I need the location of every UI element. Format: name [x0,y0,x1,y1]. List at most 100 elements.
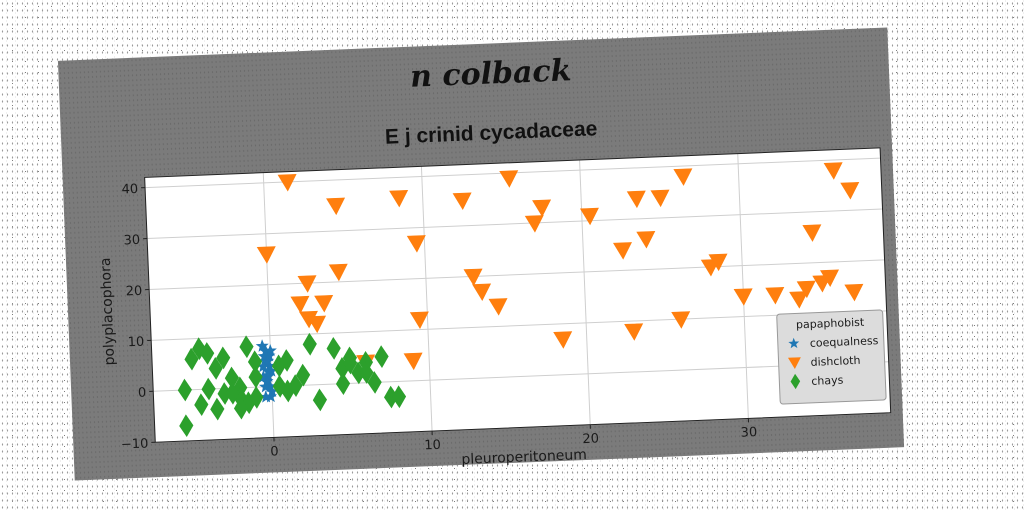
figure: n colback E j crinid cycadaceae 0 10 20 30 −… [57,27,905,481]
data-point-dishcloth [532,199,552,217]
x-axis-label: pleuroperitoneum [461,447,587,468]
data-point-chays [374,345,389,368]
chart-title: E j crinid cycadaceae [385,117,598,149]
data-point-chays [288,374,303,397]
legend: papaphobist coequalness dishcloth chays [776,309,887,405]
x-gridline [420,166,433,432]
data-point-chays [279,349,294,372]
data-point-dishcloth [409,311,429,330]
y-tick-label: 40 [121,182,138,198]
data-point-dishcloth [636,231,656,249]
x-gridline [737,153,749,419]
data-point-dishcloth [307,315,327,334]
data-point-chays [208,357,223,380]
data-point-dishcloth [844,283,864,302]
data-point-dishcloth [802,224,822,242]
legend-title: papaphobist [796,316,865,332]
data-point-chays [248,365,263,389]
legend-marker-dishcloth [787,357,801,370]
data-point-chays [177,378,192,402]
x-tick-label: 30 [740,425,757,441]
scatter-chart: n colback E j crinid cycadaceae 0 10 20 30 −… [98,53,892,468]
legend-label-dishcloth: dishcloth [810,354,860,369]
data-point-dishcloth [403,352,423,371]
data-point-dishcloth [389,189,409,208]
data-point-dishcloth [524,215,544,233]
data-point-chays [367,371,382,394]
data-point-dishcloth [488,298,508,316]
data-point-chays [249,386,264,409]
data-point-coequalness [264,389,278,403]
y-tick-label: 20 [125,284,142,300]
data-point-chays [359,361,374,384]
data-point-dishcloth [314,294,334,313]
y-axis-label: polyplacophora [98,257,118,365]
legend-label-chays: chays [811,374,844,388]
plot-area [144,147,891,443]
y-tick-label: 10 [127,335,144,351]
data-point-dishcloth [626,190,646,209]
data-point-chays [295,363,311,387]
data-point-dishcloth [671,311,691,329]
data-point-dishcloth [297,275,317,293]
data-point-dishcloth [765,287,785,305]
data-point-dishcloth [823,162,843,180]
x-tick-label: 0 [270,444,279,459]
data-point-chays [302,332,317,356]
data-point-dishcloth [789,291,809,309]
data-point-chays [179,414,194,438]
data-point-dishcloth [406,235,426,253]
data-point-chays [194,393,209,417]
data-point-dishcloth [579,207,599,226]
data-point-chays [391,385,407,409]
x-tick-label: 10 [424,438,441,454]
data-point-dishcloth [290,295,310,314]
data-point-dishcloth [463,268,483,287]
y-tick-label: 30 [123,233,140,249]
data-point-dishcloth [326,197,346,216]
y-tick-label: −10 [121,437,149,453]
data-point-dishcloth [328,263,348,282]
data-point-dishcloth [553,331,573,349]
data-point-dishcloth [650,189,670,208]
x-tick-label: 20 [582,431,599,447]
data-point-dishcloth [624,323,644,341]
legend-marker-coequalness [788,337,800,349]
y-gridline [147,208,883,240]
data-point-dishcloth [796,280,816,299]
data-point-dishcloth [673,168,693,186]
chart-suptitle: n colback [409,53,572,94]
data-point-chays [210,397,225,421]
data-point-chays [343,351,358,375]
legend-label-coequalness: coequalness [810,334,879,350]
data-point-dishcloth [840,182,860,200]
data-point-dishcloth [256,246,276,264]
legend-box [776,309,887,405]
legend-entries: coequalness dishcloth chays [787,334,879,390]
y-tick-label: 0 [138,386,147,401]
plot-frame [144,147,892,443]
y-gridline [151,310,887,341]
data-point-coequalness [260,374,274,388]
x-gridline [579,159,591,425]
data-point-dishcloth [277,174,297,192]
data-point-dishcloth [612,242,632,260]
data-point-chays [312,388,328,412]
data-point-coequalness [263,344,277,357]
data-point-chays [216,346,231,370]
data-point-chays [200,342,215,365]
legend-marker-chays [790,373,801,390]
data-points [177,162,864,438]
data-point-chays [280,379,295,403]
data-point-chays [225,381,240,405]
data-point-dishcloth [708,253,728,272]
data-point-chays [201,377,216,401]
axis-ticks: 0 10 20 30 −10 0 10 20 30 40 [121,182,758,460]
data-point-chays [184,347,199,371]
data-point-chays [239,335,254,359]
data-point-dishcloth [499,170,519,188]
data-point-chays [233,396,249,420]
y-gridline [149,259,885,290]
data-point-chays [326,336,341,360]
data-point-chays [335,372,351,396]
